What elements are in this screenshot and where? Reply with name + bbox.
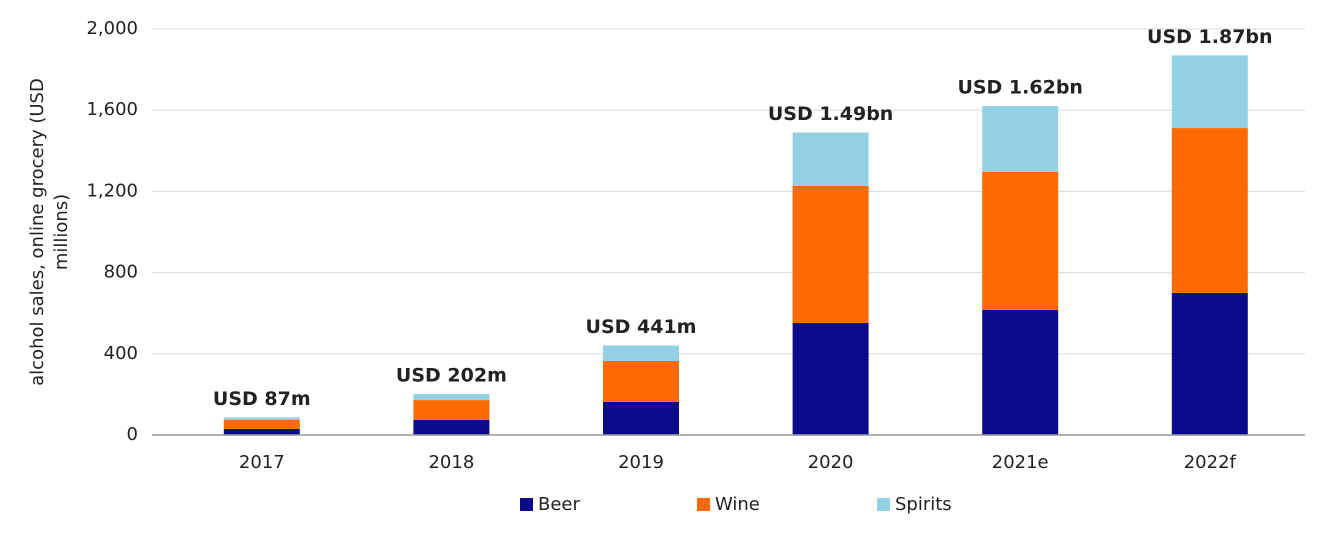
bar-segment [982,171,1059,310]
y-axis-title: alcohol sales, online grocery (USD milli… [27,78,72,386]
bar-segment [223,417,300,420]
bar-segment [982,309,1059,435]
total-label: USD 1.62bn [957,77,1083,99]
legend-label: Beer [538,494,580,515]
y-tick-label: 400 [104,343,138,364]
bar-segment [982,106,1059,172]
bar-segment [1171,55,1248,129]
bar-segment [792,322,869,435]
legend-label: Wine [715,494,760,515]
bar-segment [792,132,869,186]
y-tick-label: 800 [104,262,138,283]
bar-segment [603,345,679,361]
y-tick-label: 2,000 [86,18,138,39]
x-tick-label: 2019 [618,452,664,473]
bar-segment [792,185,869,323]
x-tick-label: 2017 [239,452,285,473]
x-tick-label: 2020 [808,452,854,473]
y-tick-label: 1,200 [86,180,138,201]
legend-swatch [877,498,890,511]
legend-swatch [697,498,710,511]
bar-segment [603,401,679,435]
y-label-line: millions) [51,194,72,270]
x-tick-label: 2022f [1184,452,1237,473]
total-label: USD 1.49bn [768,103,894,125]
bar-segment [413,419,490,435]
bar-segment [413,400,490,420]
legend-swatch [520,498,533,511]
y-tick-label: 0 [127,424,138,445]
bar-segment [1171,128,1248,293]
bar-segment [413,393,490,401]
total-label: USD 441m [586,316,697,338]
total-label: USD 202m [396,364,507,386]
total-label: USD 1.87bn [1147,26,1273,48]
bar-segment [223,419,300,429]
x-tick-label: 2018 [428,452,474,473]
x-tick-label: 2021e [992,452,1049,473]
bar-segment [603,360,679,402]
legend-label: Spirits [895,494,952,515]
y-tick-label: 1,600 [86,99,138,120]
total-label: USD 87m [213,388,311,410]
y-label-line: alcohol sales, online grocery (USD [27,78,48,386]
bar-segment [223,428,300,435]
bar-segment [1171,292,1248,435]
